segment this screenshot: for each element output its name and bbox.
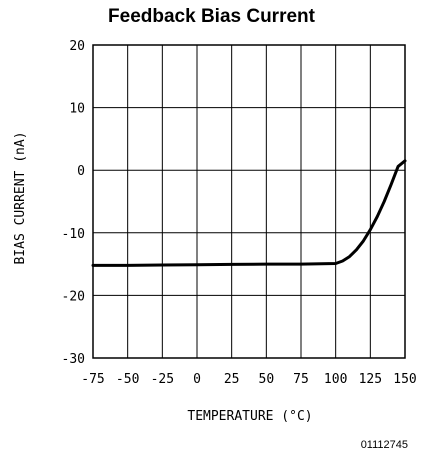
y-tick-label: 10 xyxy=(69,102,85,117)
x-tick-label: 75 xyxy=(293,372,309,387)
x-tick-label: -25 xyxy=(151,372,174,387)
y-tick-label: -10 xyxy=(62,227,85,242)
x-tick-label: 25 xyxy=(224,372,240,387)
x-tick-label: -75 xyxy=(81,372,104,387)
x-tick-label: 125 xyxy=(359,372,382,387)
x-tick-label: -50 xyxy=(116,372,139,387)
y-tick-label: -30 xyxy=(62,352,85,367)
series-line xyxy=(91,159,407,267)
x-tick-label: 0 xyxy=(193,372,201,387)
x-tick-label: 150 xyxy=(393,372,416,387)
y-tick-label: 20 xyxy=(69,39,85,54)
x-tick-labels: -75 -50 -25 0 25 50 75 100 125 150 xyxy=(81,372,416,387)
chart-title: Feedback Bias Current xyxy=(108,6,315,27)
plot-frame xyxy=(92,44,406,359)
y-tick-label: -20 xyxy=(62,289,85,304)
x-tick-label: 100 xyxy=(324,372,347,387)
y-axis-label: BIAS CURRENT (nA) xyxy=(13,131,28,264)
x-tick-label: 50 xyxy=(259,372,275,387)
y-tick-label: 0 xyxy=(77,164,85,179)
figure-id: 01112745 xyxy=(361,439,408,451)
grid xyxy=(92,44,406,359)
y-tick-labels: 20 10 0 -10 -20 -30 xyxy=(62,39,85,367)
x-axis-label: TEMPERATURE (°C) xyxy=(187,409,312,424)
